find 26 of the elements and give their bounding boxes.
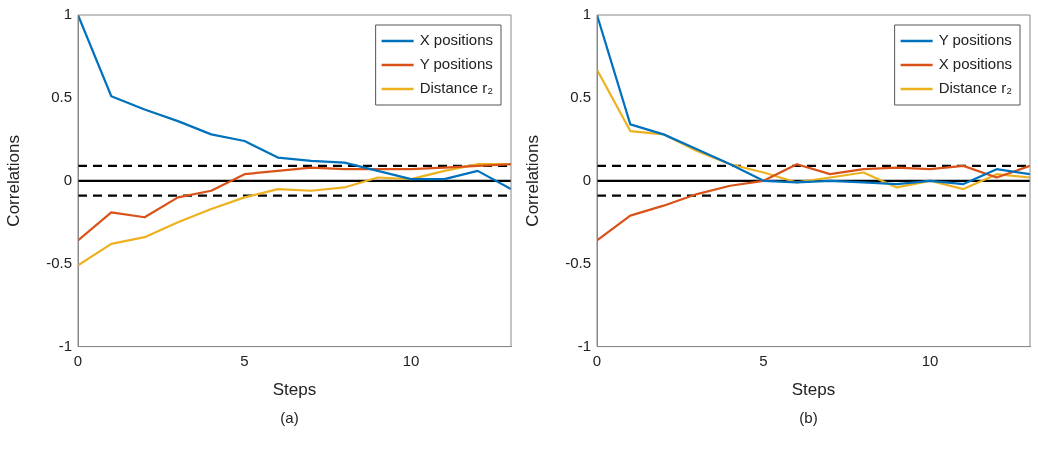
text: (b) xyxy=(798,409,819,426)
text: (a) xyxy=(279,409,300,426)
x-tick-label: 5 xyxy=(759,351,768,369)
x-tick-label: 10 xyxy=(921,351,939,369)
legend-label: Distance r₂ xyxy=(938,79,1013,97)
y-tick-label: -1 xyxy=(58,336,72,354)
y-tick-label: 1 xyxy=(582,5,591,23)
y-tick-label: 1 xyxy=(63,5,72,23)
legend-label: X positions xyxy=(938,55,1012,73)
y-tick-label: -0.5 xyxy=(46,253,72,271)
legend-label: Y positions xyxy=(938,31,1012,49)
y-tick-label: 0.5 xyxy=(51,88,72,106)
y-tick-label: 0 xyxy=(63,170,72,188)
x-axis-title: Steps xyxy=(791,380,836,400)
y-tick-label: -0.5 xyxy=(565,253,591,271)
x-tick-label: 5 xyxy=(240,351,249,369)
x-axis-title: Steps xyxy=(272,380,317,400)
legend-label: Distance r₂ xyxy=(419,79,494,97)
y-axis-title: Correlations xyxy=(522,134,542,227)
y-axis-title: Correlations xyxy=(3,134,23,227)
x-tick-label: 10 xyxy=(402,351,420,369)
y-tick-label: 0.5 xyxy=(570,88,591,106)
legend-label: Y positions xyxy=(419,55,493,73)
legend-label: X positions xyxy=(419,31,493,49)
y-tick-label: -1 xyxy=(577,336,591,354)
y-tick-label: 0 xyxy=(582,170,591,188)
